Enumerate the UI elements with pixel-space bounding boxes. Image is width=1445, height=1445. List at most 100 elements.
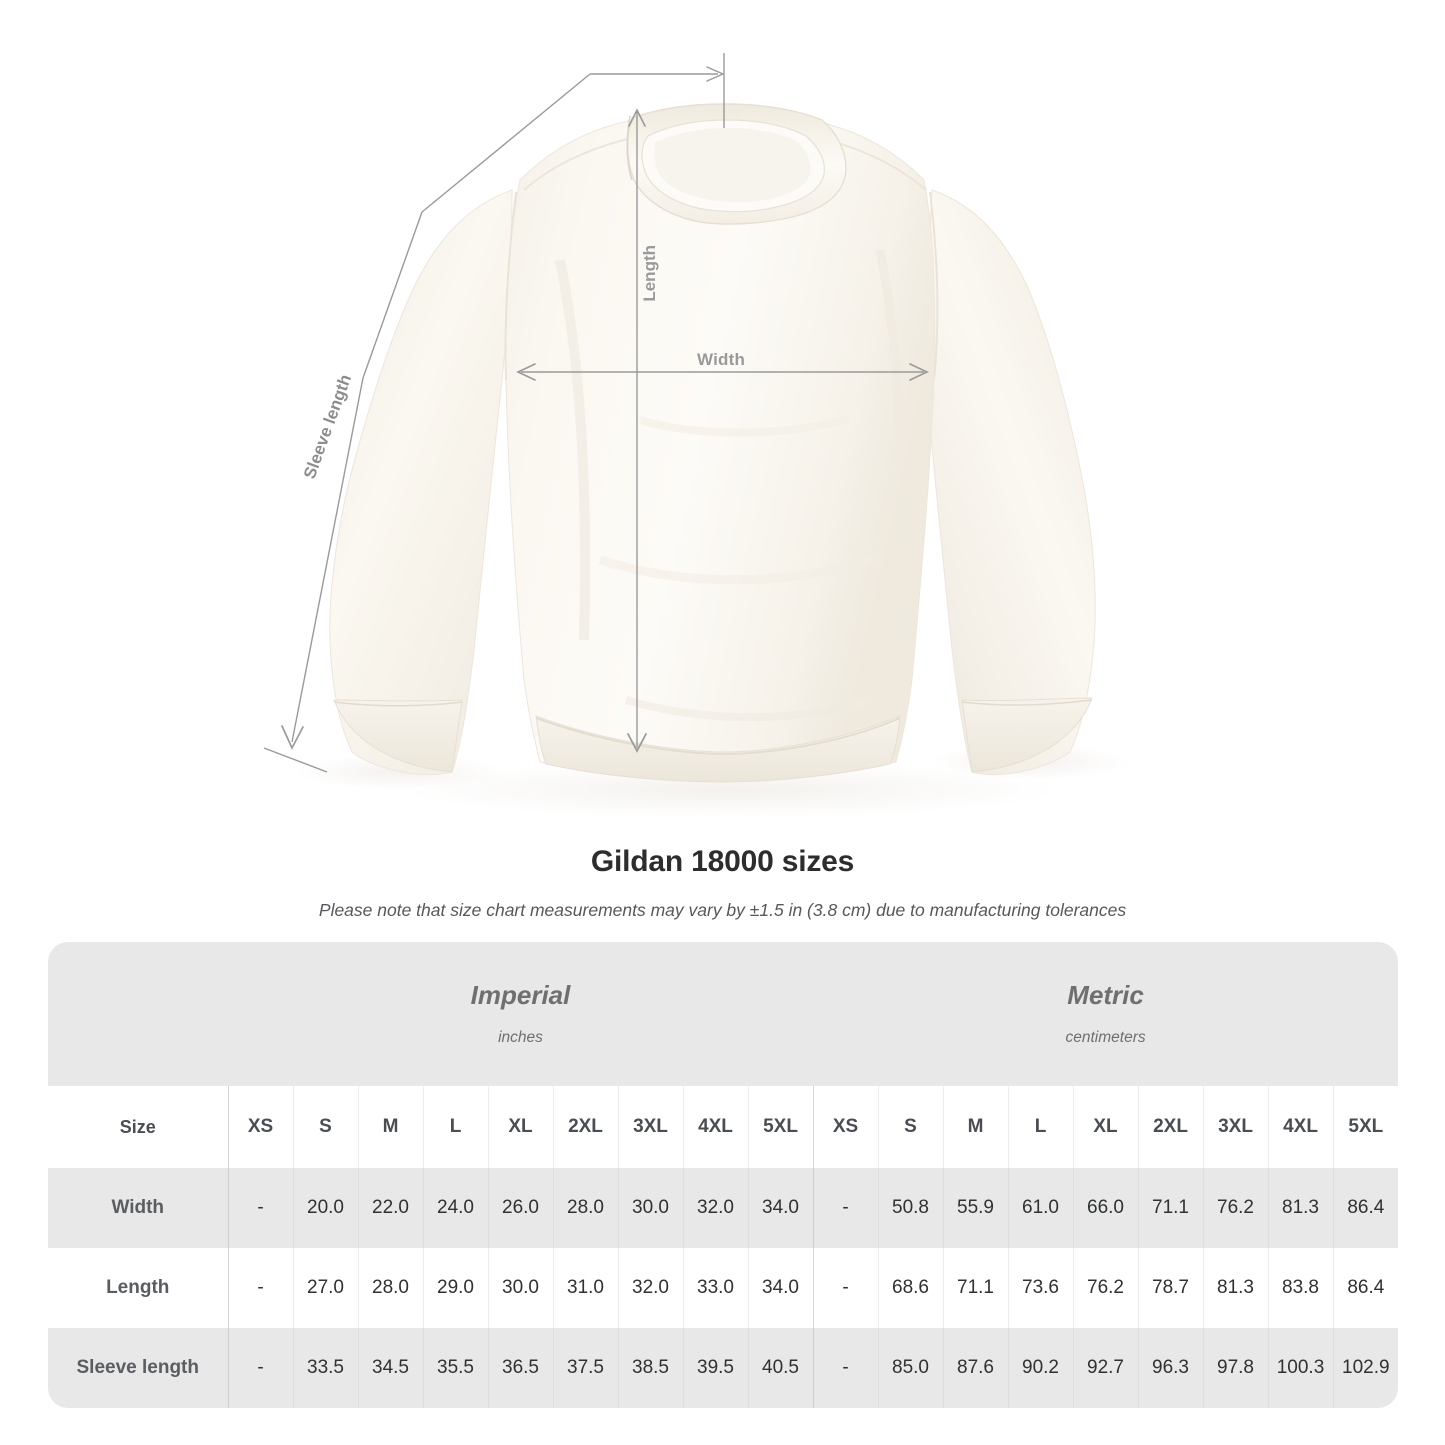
header-metric-3xl: 3XL [1202,1086,1269,1168]
header-imperial-l: L [422,1086,488,1168]
cell-sleeve-metric-3xl: 97.8 [1202,1328,1269,1408]
header-imperial-3xl: 3XL [617,1086,683,1168]
unit-group-metric-sub: centimeters [1065,1029,1146,1047]
cell-width-imperial-4xl: 32.0 [682,1168,748,1248]
cell-width-metric-l: 61.0 [1007,1168,1074,1248]
header-imperial-xl: XL [487,1086,553,1168]
length-dimension-label: Length [640,245,660,355]
cell-length-metric-5xl: 86.4 [1332,1248,1399,1328]
cell-width-imperial-3xl: 30.0 [617,1168,683,1248]
header-metric-m: M [942,1086,1009,1168]
cell-sleeve-imperial-2xl: 37.5 [552,1328,618,1408]
header-metric-2xl: 2XL [1137,1086,1204,1168]
cell-length-metric-m: 71.1 [942,1248,1009,1328]
cell-length-imperial-4xl: 33.0 [682,1248,748,1328]
cell-width-imperial-m: 22.0 [357,1168,423,1248]
table-row: Sleeve length - 33.5 34.5 35.5 36.5 37.5… [48,1328,1399,1408]
cell-sleeve-imperial-m: 34.5 [357,1328,423,1408]
cell-width-imperial-xl: 26.0 [487,1168,553,1248]
unit-group-metric-name: Metric [1067,980,1144,1011]
cell-width-metric-2xl: 71.1 [1137,1168,1204,1248]
header-size-label: Size [48,1086,228,1168]
cell-sleeve-metric-s: 85.0 [877,1328,944,1408]
page-title: Gildan 18000 sizes [590,845,855,878]
sweatshirt-illustration [263,53,1130,818]
cell-sleeve-imperial-3xl: 38.5 [617,1328,683,1408]
cell-length-metric-xl: 76.2 [1072,1248,1139,1328]
width-dimension-label: Width [697,350,746,369]
header-imperial-4xl: 4XL [682,1086,748,1168]
cell-width-imperial-2xl: 28.0 [552,1168,618,1248]
cell-sleeve-metric-m: 87.6 [942,1328,1009,1408]
cell-width-metric-s: 50.8 [877,1168,944,1248]
cell-sleeve-imperial-xs: - [227,1328,293,1408]
cell-width-imperial-5xl: 34.0 [747,1168,814,1248]
cell-length-metric-s: 68.6 [877,1248,944,1328]
header-metric-xl: XL [1072,1086,1139,1168]
cell-sleeve-metric-2xl: 96.3 [1137,1328,1204,1408]
cell-width-imperial-s: 20.0 [292,1168,358,1248]
header-imperial-2xl: 2XL [552,1086,618,1168]
tolerance-note: Please note that size chart measurements… [318,900,1127,920]
cell-length-metric-l: 73.6 [1007,1248,1074,1328]
cell-sleeve-imperial-s: 33.5 [292,1328,358,1408]
unit-group-metric: Metric centimeters [813,942,1399,1086]
cell-sleeve-metric-l: 90.2 [1007,1328,1074,1408]
header-metric-4xl: 4XL [1267,1086,1334,1168]
garment-diagram: Length Width Sleeve length [263,53,1130,818]
cell-length-imperial-2xl: 31.0 [552,1248,618,1328]
header-imperial-m: M [357,1086,423,1168]
cell-sleeve-imperial-5xl: 40.5 [747,1328,814,1408]
size-table-container: Imperial inches Metric centimeters Size … [48,942,1399,1408]
cell-length-imperial-xs: - [227,1248,293,1328]
cell-length-metric-xs: - [812,1248,879,1328]
cell-length-imperial-xl: 30.0 [487,1248,553,1328]
header-metric-5xl: 5XL [1332,1086,1399,1168]
cell-sleeve-metric-xs: - [812,1328,879,1408]
header-metric-l: L [1007,1086,1074,1168]
unit-group-imperial-name: Imperial [470,980,571,1011]
title-block: Gildan 18000 sizes Please note that size… [0,845,1445,921]
header-imperial-5xl: 5XL [747,1086,814,1168]
cell-width-metric-5xl: 86.4 [1332,1168,1399,1248]
header-metric-s: S [877,1086,944,1168]
unit-band-spacer [48,942,228,1086]
cell-sleeve-imperial-l: 35.5 [422,1328,488,1408]
unit-group-imperial-sub: inches [498,1029,543,1047]
cell-sleeve-imperial-4xl: 39.5 [682,1328,748,1408]
sleeve-length-dimension-label: Sleeve length [300,372,355,512]
cell-width-metric-xl: 66.0 [1072,1168,1139,1248]
header-metric-xs: XS [812,1086,879,1168]
cell-sleeve-metric-5xl: 102.9 [1332,1328,1399,1408]
cell-sleeve-metric-xl: 92.7 [1072,1328,1139,1408]
table-row: Width - 20.0 22.0 24.0 26.0 28.0 30.0 32… [48,1168,1399,1248]
unit-group-band: Imperial inches Metric centimeters [48,942,1399,1086]
cell-length-imperial-5xl: 34.0 [747,1248,814,1328]
cell-width-imperial-l: 24.0 [422,1168,488,1248]
cell-sleeve-metric-4xl: 100.3 [1267,1328,1334,1408]
length-label-text: Length [640,245,659,302]
cell-width-metric-m: 55.9 [942,1168,1009,1248]
row-label-length: Length [48,1248,228,1328]
unit-group-imperial: Imperial inches [228,942,814,1086]
cell-length-metric-3xl: 81.3 [1202,1248,1269,1328]
cell-length-metric-2xl: 78.7 [1137,1248,1204,1328]
table-row: Length - 27.0 28.0 29.0 30.0 31.0 32.0 3… [48,1248,1399,1328]
cell-width-metric-4xl: 81.3 [1267,1168,1334,1248]
row-label-sleeve-length: Sleeve length [48,1328,228,1408]
cell-length-imperial-3xl: 32.0 [617,1248,683,1328]
cell-width-metric-3xl: 76.2 [1202,1168,1269,1248]
cell-length-imperial-m: 28.0 [357,1248,423,1328]
cell-length-imperial-l: 29.0 [422,1248,488,1328]
cell-length-metric-4xl: 83.8 [1267,1248,1334,1328]
size-table: Imperial inches Metric centimeters Size … [48,942,1399,1408]
row-label-width: Width [48,1168,228,1248]
header-imperial-s: S [292,1086,358,1168]
cell-length-imperial-s: 27.0 [292,1248,358,1328]
cell-sleeve-imperial-xl: 36.5 [487,1328,553,1408]
cell-width-imperial-xs: - [227,1168,293,1248]
table-header-row: Size XS S M L XL 2XL 3XL 4XL 5XL XS S M … [48,1086,1399,1168]
cell-width-metric-xs: - [812,1168,879,1248]
header-imperial-xs: XS [227,1086,293,1168]
